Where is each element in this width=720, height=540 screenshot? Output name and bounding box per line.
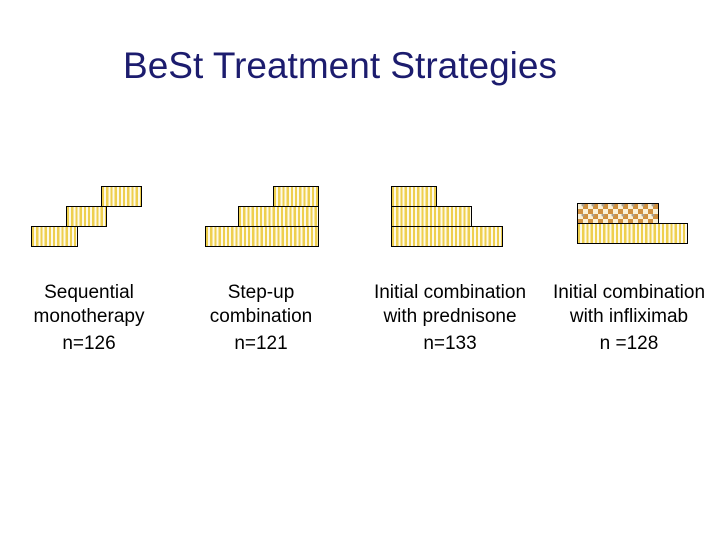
strategy-bar-diamonds xyxy=(577,203,659,224)
strategy-bar-stripes xyxy=(101,186,142,207)
strategy-bar-stripes xyxy=(391,206,472,227)
strategy-name-line-2: with infliximab xyxy=(569,306,689,327)
label-initial-combination-prednisone: Initial combination with prednisone n=13… xyxy=(360,281,540,356)
strategy-bar-stripes xyxy=(391,186,437,207)
n-count-label: n=121 xyxy=(234,333,288,354)
strategy-name-line-1: Step-up xyxy=(227,282,295,303)
slide-title: BeSt Treatment Strategies xyxy=(123,45,557,86)
strategy-bar-stripes xyxy=(238,206,319,227)
strategy-bar-stripes xyxy=(273,186,319,207)
strategy-bar-stripes xyxy=(391,226,503,247)
label-sequential-monotherapy: Sequential monotherapy n=126 xyxy=(9,281,169,356)
strategy-bar-stripes xyxy=(31,226,78,247)
n-count-label: n=133 xyxy=(423,333,477,354)
strategy-name-line-2: combination xyxy=(209,306,313,327)
strategy-name-line-1: Initial combination xyxy=(373,282,527,303)
label-step-up-combination: Step-up combination n=121 xyxy=(181,281,341,356)
strategy-name-line-1: Initial combination xyxy=(552,282,706,303)
strategy-bar-stripes xyxy=(577,223,688,244)
strategy-bar-stripes xyxy=(66,206,107,227)
strategy-name-line-1: Sequential xyxy=(44,282,134,303)
n-count-label: n =128 xyxy=(599,333,659,354)
n-count-label: n=126 xyxy=(62,333,116,354)
strategy-bar-stripes xyxy=(205,226,319,247)
label-initial-combination-infliximab: Initial combination with infliximab n =1… xyxy=(539,281,719,356)
strategy-name-line-2: monotherapy xyxy=(33,306,145,327)
strategy-name-line-2: with prednisone xyxy=(383,306,517,327)
